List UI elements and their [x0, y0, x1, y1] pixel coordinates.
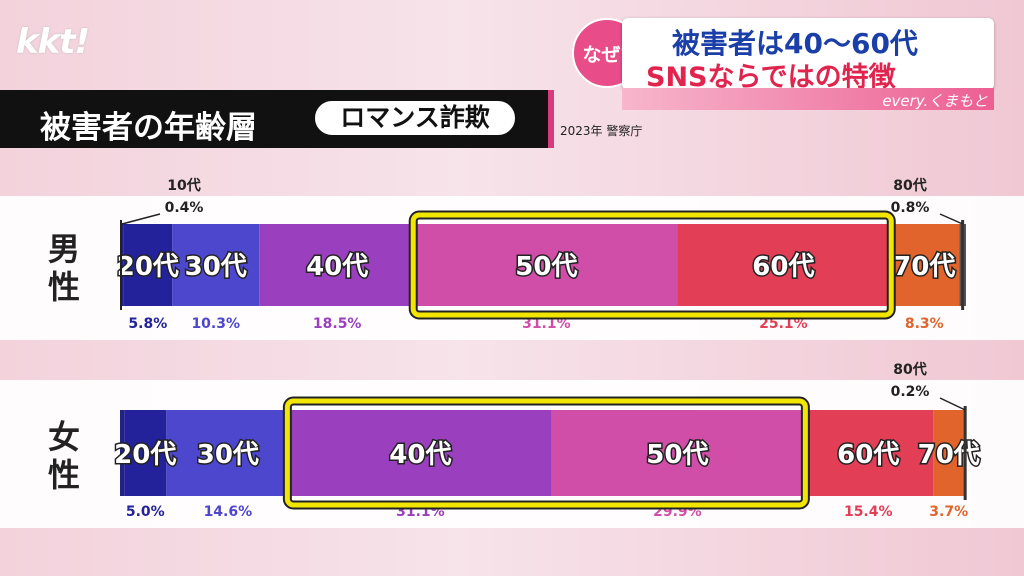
bar-segment-20代 — [124, 410, 167, 496]
teaser-line1: 被害者は40～60代 — [672, 27, 918, 60]
callout-leader-10s — [121, 213, 161, 225]
category-label-60代: 60代 — [837, 440, 899, 470]
bar-segment-50代 — [551, 410, 804, 496]
callout-value-10s: 0.4% — [165, 200, 204, 216]
male-label: 男性 — [47, 230, 80, 306]
source-label: 2023年 警察庁 — [560, 124, 643, 138]
value-label-30代: 10.3% — [191, 316, 240, 332]
value-label-60代: 15.4% — [844, 504, 893, 520]
category-label-40代: 40代 — [389, 440, 451, 470]
bar-segment-60代 — [677, 224, 890, 306]
bar-segment-40代 — [259, 224, 416, 306]
bar-segment-10代 — [120, 410, 125, 496]
bar-segment-70代 — [933, 410, 965, 496]
program-name: every.くまもと — [882, 92, 988, 110]
value-label-20代: 5.0% — [126, 504, 165, 520]
bar-segment-30代 — [166, 410, 290, 496]
category-label-70代: 70代 — [918, 440, 980, 470]
callout-leader-80s — [939, 213, 963, 225]
category-label-70代: 70代 — [893, 252, 955, 282]
bar-segment-70代 — [889, 224, 960, 306]
value-label-20代: 5.8% — [128, 316, 167, 332]
callout-value-80s: 0.8% — [891, 200, 930, 216]
kkt-logo: kkt! — [16, 22, 90, 62]
value-label-70代: 8.3% — [905, 316, 944, 332]
category-label-50代: 50代 — [646, 440, 708, 470]
topic-badge: ロマンス詐欺 — [312, 98, 518, 138]
category-label-20代: 20代 — [117, 252, 179, 282]
bar-segment-40代 — [289, 410, 552, 496]
value-label-50代: 31.1% — [522, 316, 571, 332]
bar-segment-60代 — [803, 410, 934, 496]
teaser-box — [622, 18, 994, 90]
bar-segment-20代 — [123, 224, 173, 306]
category-label-40代: 40代 — [306, 252, 368, 282]
value-label-60代: 25.1% — [759, 316, 808, 332]
callout-cat-80s: 80代 — [893, 177, 926, 194]
category-label-60代: 60代 — [752, 252, 814, 282]
category-label-50代: 50代 — [515, 252, 577, 282]
highlight-box — [284, 398, 808, 508]
female-label: 女性 — [47, 418, 80, 494]
value-label-70代: 3.7% — [929, 504, 968, 520]
callout-leader-80s — [939, 397, 966, 411]
chart-title: 被害者の年齢層 — [40, 110, 257, 146]
highlight-box — [410, 212, 894, 318]
callout-value-80s: 0.2% — [891, 384, 930, 400]
category-label-30代: 30代 — [197, 440, 259, 470]
category-label-20代: 20代 — [114, 440, 176, 470]
value-label-30代: 14.6% — [204, 504, 253, 520]
bar-segment-30代 — [172, 224, 260, 306]
teaser-line2: SNSならではの特徴 — [646, 62, 896, 93]
category-label-30代: 30代 — [185, 252, 247, 282]
program-bar — [622, 88, 994, 110]
bar-segment-50代 — [415, 224, 678, 306]
callout-cat-80s: 80代 — [893, 361, 926, 378]
value-label-40代: 18.5% — [313, 316, 362, 332]
callout-cat-10s: 10代 — [167, 177, 200, 194]
